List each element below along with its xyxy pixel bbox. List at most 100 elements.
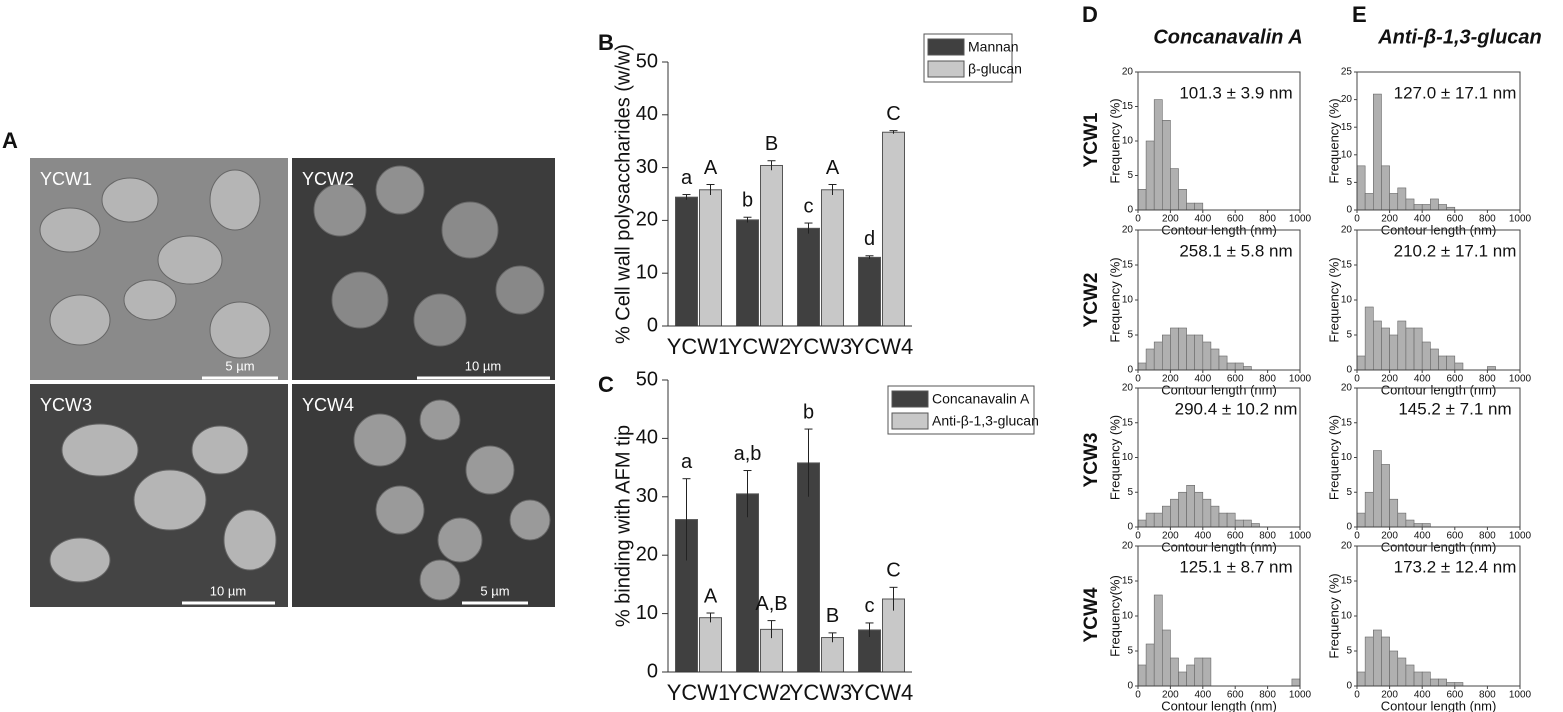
histogram-bar: [1137, 362, 1147, 371]
y-tick-label: 20: [1341, 383, 1353, 394]
y-tick-label: 15: [1341, 576, 1353, 587]
x-tick-label: 600: [1446, 531, 1463, 542]
histogram-bar: [1162, 120, 1171, 211]
panel-label: E: [1352, 2, 1367, 27]
image-label: YCW2: [302, 169, 354, 189]
y-tick-label: 20: [1122, 67, 1134, 78]
significance-letter: b: [742, 190, 753, 212]
x-tick-label: 1000: [1509, 374, 1532, 385]
significance-letter: A: [704, 157, 718, 179]
x-tick-label: 200: [1162, 531, 1179, 542]
cells: [39, 165, 551, 601]
image-label: YCW4: [302, 395, 354, 415]
y-tick-label: 0: [1346, 205, 1352, 216]
x-tick-label: 0: [1354, 214, 1360, 225]
y-tick-label: 10: [1341, 295, 1353, 306]
legend-label: β-glucan: [968, 61, 1022, 77]
x-tick-label: YCW3: [789, 334, 853, 359]
y-axis-label: Frequency (%): [1107, 98, 1122, 183]
x-tick-label: 400: [1414, 374, 1431, 385]
x-axis-label: Contour length (nm): [1161, 382, 1277, 397]
histogram-bar: [1356, 165, 1366, 211]
histogram-bar: [1389, 650, 1399, 687]
x-tick-label: 600: [1446, 690, 1463, 701]
y-axis-label: Frequency (%): [1107, 257, 1122, 342]
histogram-bar: [1389, 498, 1399, 528]
y-tick-label: 30: [636, 485, 658, 507]
x-tick-label: YCW2: [728, 680, 792, 705]
histogram-bar: [1405, 198, 1415, 211]
histogram-bar: [1218, 512, 1228, 528]
histogram-bar: [1413, 204, 1423, 211]
x-axis-label: Contour length (nm): [1381, 698, 1497, 712]
histogram-bar: [1446, 355, 1456, 371]
sem-images: YCW1 YCW2 YCW3 YCW4 5 µm 10 µm 10 µm 5 µ…: [30, 158, 555, 607]
x-tick-label: 600: [1446, 374, 1463, 385]
histogram-bar: [1137, 189, 1147, 211]
x-tick-label: 1000: [1509, 690, 1532, 701]
histogram-bar: [1364, 193, 1374, 211]
significance-letter: C: [886, 560, 900, 582]
y-tick-label: 25: [1341, 67, 1353, 78]
histogram-bar: [1405, 327, 1415, 371]
legend-swatch: [891, 390, 929, 408]
histogram-bar: [1373, 450, 1382, 528]
histogram-bar: [1202, 657, 1212, 687]
x-tick-label: 400: [1194, 374, 1211, 385]
scale-label: 5 µm: [480, 583, 509, 598]
histogram-bar: [1364, 491, 1374, 528]
histogram-bar: [1178, 189, 1187, 211]
x-tick-label: 800: [1479, 531, 1496, 542]
histogram-bar: [1438, 355, 1447, 371]
y-tick-label: 5: [1127, 330, 1133, 341]
x-tick-label: 800: [1479, 374, 1496, 385]
histogram-bar: [1397, 187, 1407, 211]
histogram-bar: [1373, 320, 1382, 371]
x-tick-label: 1000: [1289, 531, 1312, 542]
x-axis-label: Contour length (nm): [1161, 539, 1277, 554]
legend-swatch: [927, 38, 965, 56]
annotation: 101.3 ± 3.9 nm: [1179, 83, 1292, 102]
x-tick-label: 600: [1446, 214, 1463, 225]
histogram-bar: [1194, 202, 1204, 211]
legend-label: Concanavalin A: [932, 391, 1030, 407]
histogram-bar: [1381, 464, 1390, 528]
x-tick-label: 200: [1381, 374, 1398, 385]
histogram-bar: [1446, 682, 1456, 687]
y-tick-label: 10: [1122, 136, 1134, 147]
x-tick-label: YCW1: [667, 334, 731, 359]
annotation: 145.2 ± 7.1 nm: [1398, 399, 1511, 418]
annotation: 127.0 ± 17.1 nm: [1394, 83, 1517, 102]
y-tick-label: 10: [1341, 149, 1353, 160]
y-tick-label: 5: [1346, 177, 1352, 188]
y-axis-label: % Cell wall polysaccharides (w/w): [612, 44, 634, 344]
bar: [821, 189, 844, 327]
y-tick-label: 0: [1346, 365, 1352, 376]
x-tick-label: 800: [1259, 531, 1276, 542]
histogram-bar: [1170, 657, 1179, 687]
significance-letter: a: [681, 167, 693, 189]
row-label: YCW3: [1081, 433, 1102, 488]
x-tick-label: 0: [1135, 374, 1141, 385]
histogram-bar: [1413, 671, 1423, 687]
row-label: YCW2: [1081, 273, 1102, 328]
x-tick-label: 600: [1227, 690, 1244, 701]
scale-label: 10 µm: [210, 583, 246, 598]
x-tick-label: 200: [1162, 374, 1179, 385]
significance-letter: a: [681, 451, 693, 473]
column-title: Concanavalin A: [1153, 26, 1302, 48]
y-axis-label: Frequency (%): [1107, 415, 1122, 500]
histogram-bar: [1162, 505, 1171, 528]
y-axis-label: Frequency (%): [1326, 98, 1341, 183]
histogram-bar: [1421, 204, 1431, 211]
x-tick-label: 1000: [1289, 214, 1312, 225]
histogram-bar: [1251, 523, 1260, 528]
x-tick-label: YCW3: [789, 680, 853, 705]
histogram-bar: [1397, 512, 1407, 528]
histogram-bar: [1186, 334, 1195, 371]
histogram-bar: [1389, 334, 1399, 371]
histogram-bar: [1364, 306, 1374, 371]
scale-label: 10 µm: [465, 358, 501, 373]
histogram-bar: [1194, 657, 1204, 687]
